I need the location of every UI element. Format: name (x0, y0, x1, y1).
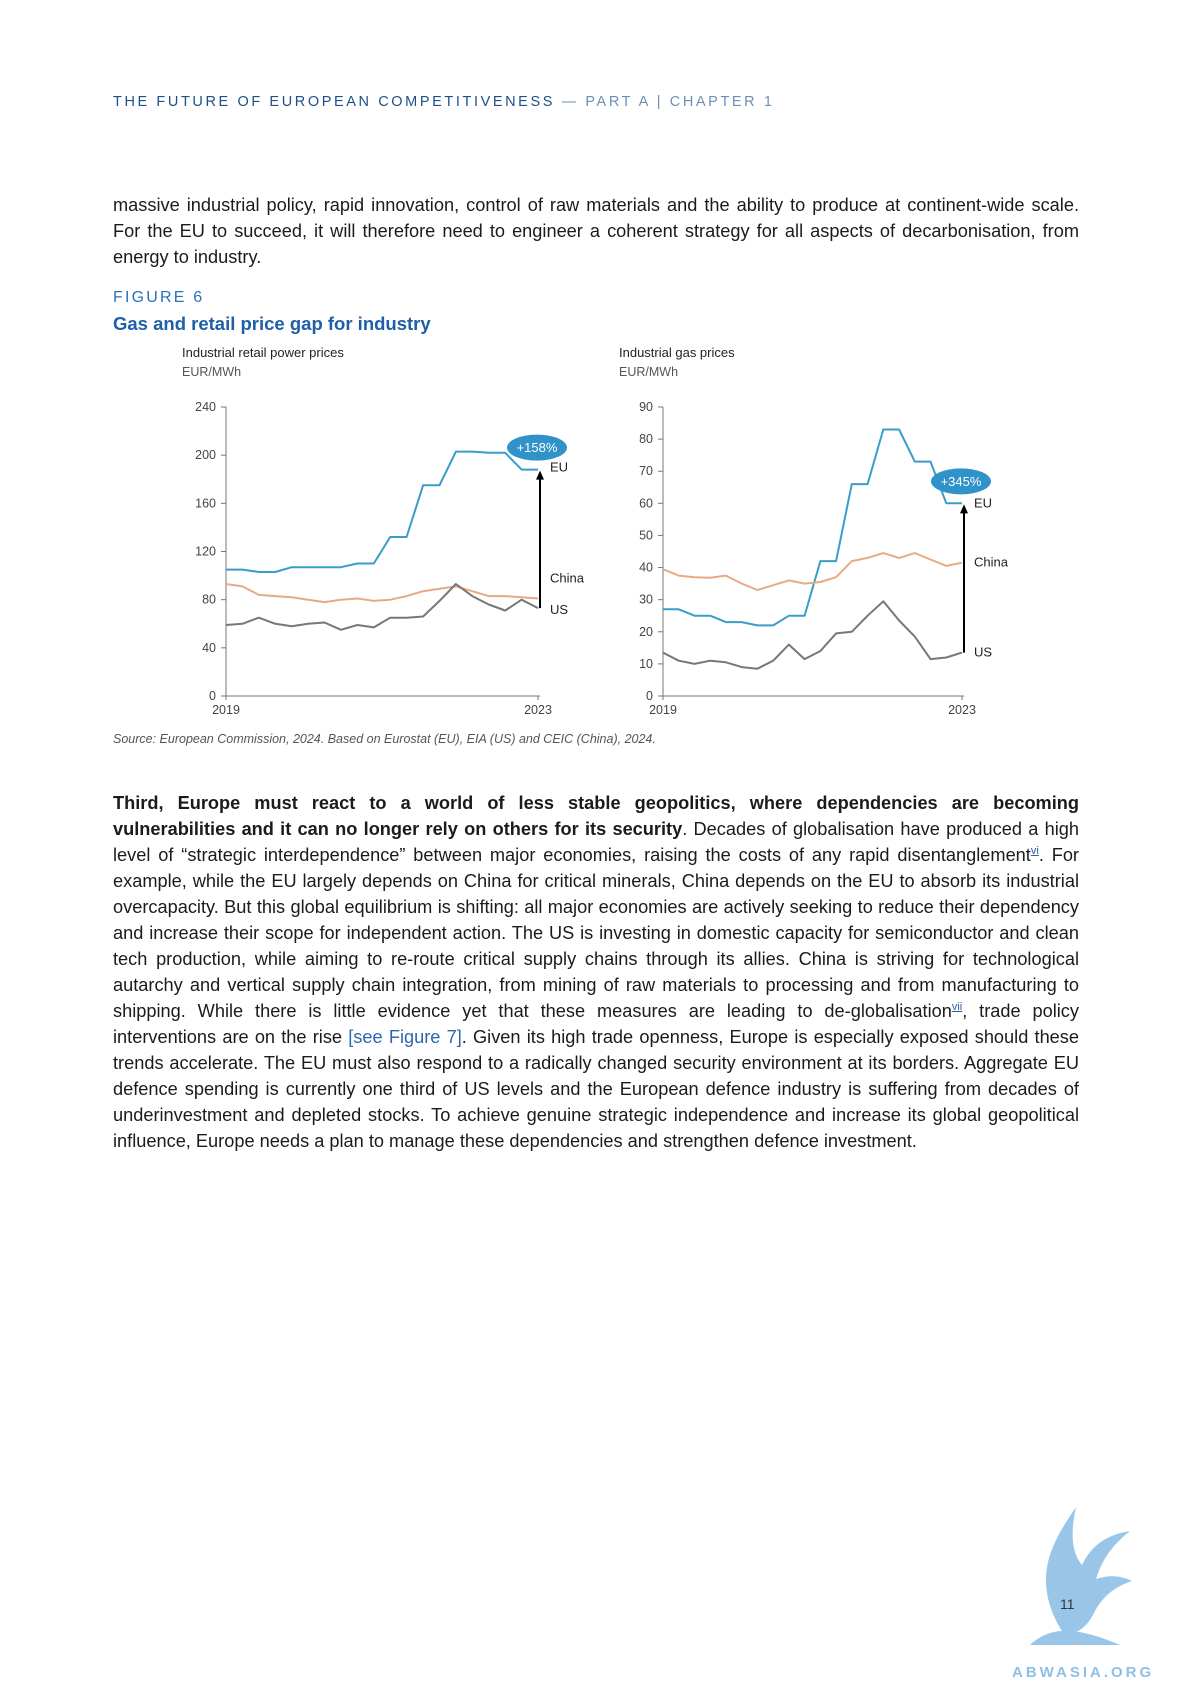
chart-series (663, 430, 962, 669)
gap-arrow-head (960, 504, 968, 513)
annotation-text: +158% (517, 440, 558, 455)
series-label-eu: EU (550, 460, 568, 475)
power-price-chart: Industrial retail power prices EUR/MWh 0… (170, 340, 610, 720)
series-line-us (663, 601, 962, 668)
endnote-ref[interactable]: vi (1031, 845, 1039, 857)
x-tick-label: 2019 (212, 703, 240, 717)
series-line-us (226, 584, 538, 630)
y-tick-label: 160 (195, 496, 216, 510)
y-tick-label: 80 (202, 593, 216, 607)
y-tick-label: 0 (646, 689, 653, 703)
figure-7-link[interactable]: [see Figure 7] (348, 1027, 462, 1047)
x-tick-label: 2023 (948, 703, 976, 717)
chart-ylabel: EUR/MWh (619, 365, 678, 379)
watermark-brand-text: ABWASIA.ORG (1012, 1664, 1154, 1681)
chart-series (226, 452, 538, 630)
y-tick-label: 80 (639, 432, 653, 446)
y-tick-label: 10 (639, 657, 653, 671)
gap-arrow-head (536, 471, 544, 480)
main-paragraph: Third, Europe must react to a world of l… (113, 790, 1079, 1154)
header-title: THE FUTURE OF EUROPEAN COMPETITIVENESS (113, 94, 555, 110)
x-tick-label: 2019 (649, 703, 677, 717)
figure-source: Source: European Commission, 2024. Based… (113, 732, 656, 746)
y-tick-label: 40 (639, 561, 653, 575)
intro-paragraph: massive industrial policy, rapid innovat… (113, 192, 1079, 270)
series-label-us: US (550, 602, 568, 617)
watermark-logo (1010, 1495, 1140, 1645)
series-line-eu (663, 430, 962, 626)
header-subtitle: — PART A | CHAPTER 1 (555, 94, 775, 110)
y-tick-label: 200 (195, 448, 216, 462)
main-paragraph-text: . For example, while the EU largely depe… (113, 845, 1079, 1021)
series-line-china (226, 584, 538, 602)
chart-series-labels: EU China US (550, 460, 585, 617)
series-label-china: China (974, 555, 1009, 570)
series-line-china (663, 553, 962, 590)
y-tick-label: 20 (639, 625, 653, 639)
chart-axes: 0 40 80 120 160 200 240 2019 2023 (195, 400, 552, 717)
gas-price-chart: Industrial gas prices EUR/MWh 0 10 20 30 40 5… (607, 340, 1047, 720)
endnote-ref[interactable]: vii (952, 1001, 962, 1013)
annotation-text: +345% (941, 474, 982, 489)
chart-title: Industrial gas prices (619, 345, 735, 360)
chart-title: Industrial retail power prices (182, 345, 344, 360)
x-tick-label: 2023 (524, 703, 552, 717)
y-tick-label: 120 (195, 545, 216, 559)
y-tick-label: 60 (639, 496, 653, 510)
figure-label: FIGURE 6 (113, 289, 204, 307)
page-number: 11 (1060, 1596, 1075, 1612)
running-header: THE FUTURE OF EUROPEAN COMPETITIVENESS —… (113, 94, 775, 110)
y-tick-label: 70 (639, 464, 653, 478)
series-label-us: US (974, 645, 992, 660)
y-tick-label: 50 (639, 528, 653, 542)
y-tick-label: 40 (202, 641, 216, 655)
y-tick-label: 90 (639, 400, 653, 414)
figure-title: Gas and retail price gap for industry (113, 313, 431, 335)
chart-ylabel: EUR/MWh (182, 365, 241, 379)
series-label-eu: EU (974, 495, 992, 510)
y-tick-label: 240 (195, 400, 216, 414)
series-label-china: China (550, 570, 585, 585)
series-line-eu (226, 452, 538, 572)
y-tick-label: 30 (639, 593, 653, 607)
y-tick-label: 0 (209, 689, 216, 703)
chart-series-labels: EU China US (974, 495, 1009, 659)
